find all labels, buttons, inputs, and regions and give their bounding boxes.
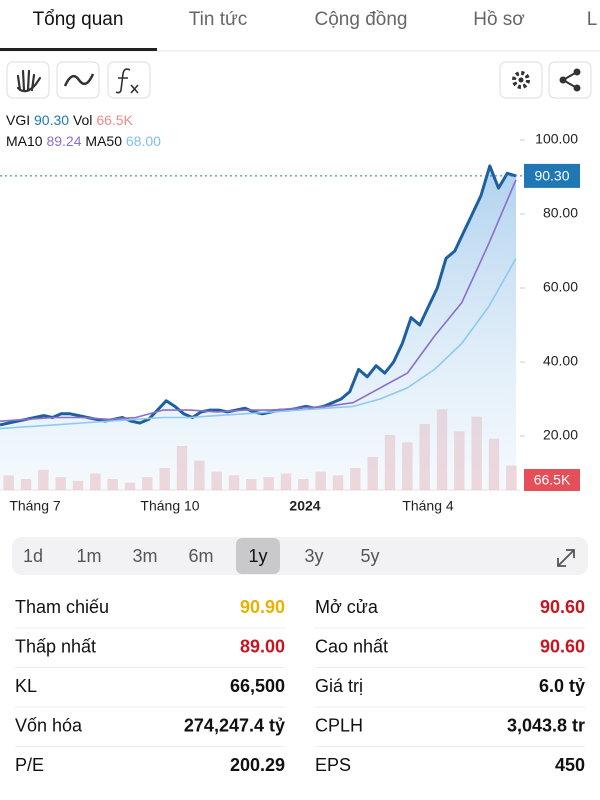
ma-line xyxy=(0,258,517,430)
range-button[interactable]: 1y xyxy=(248,546,267,566)
stat-label: EPS xyxy=(315,755,351,775)
legend-ma50: 68.00 xyxy=(126,133,161,149)
tab-underline xyxy=(0,48,157,51)
range-button[interactable]: 3m xyxy=(132,546,157,566)
range-button[interactable]: 3y xyxy=(304,546,323,566)
y-tick-label: 60.00 xyxy=(543,279,578,295)
tab[interactable]: L xyxy=(587,9,598,30)
stat-label: P/E xyxy=(15,755,44,775)
range-button[interactable]: 6m xyxy=(188,546,213,566)
stat-value: 90.90 xyxy=(240,597,285,617)
share-dot xyxy=(573,84,581,92)
y-tick-label: 100.00 xyxy=(535,131,578,147)
stat-value: 6.0 tỷ xyxy=(539,676,585,696)
symbol: VGI xyxy=(6,112,30,128)
x-tick-label: Tháng 7 xyxy=(9,498,61,514)
price-area xyxy=(0,165,516,490)
x-tick-label: Tháng 4 xyxy=(402,498,454,514)
range-button[interactable]: 5y xyxy=(360,546,379,566)
hand-icon xyxy=(16,69,42,93)
svg-text:MA10 89.24 MA50 68.00: MA10 89.24 MA50 68.00 xyxy=(6,133,161,149)
gear-center xyxy=(518,77,524,83)
stat-value: 90.60 xyxy=(540,636,585,656)
legend-price: 90.30 xyxy=(34,112,69,128)
tab[interactable]: Cộng đồng xyxy=(315,9,408,30)
tab[interactable]: Hồ sơ xyxy=(473,9,525,30)
stat-label: Cao nhất xyxy=(315,636,388,656)
stat-label: KL xyxy=(15,676,37,696)
range-button[interactable]: 1m xyxy=(76,546,101,566)
gear-icon xyxy=(512,71,530,89)
range-bar xyxy=(12,537,588,575)
stat-value: 200.29 xyxy=(230,755,285,775)
share-dot xyxy=(559,76,567,84)
legend-vol: 66.5K xyxy=(96,112,133,128)
ma50-label: MA50 xyxy=(85,133,122,149)
stat-label: Tham chiếu xyxy=(15,597,109,617)
stat-label: Giá trị xyxy=(315,676,363,696)
y-tick-label: 80.00 xyxy=(543,205,578,221)
share-dot xyxy=(573,68,581,76)
stat-value: 3,043.8 tr xyxy=(507,715,585,735)
stat-label: Thấp nhất xyxy=(15,636,96,656)
stat-value: 89.00 xyxy=(240,636,285,656)
toolbar xyxy=(6,61,592,99)
y-tick-label: 20.00 xyxy=(543,427,578,443)
vol-label: Vol xyxy=(73,112,92,128)
svg-text:VGI 90.30 Vol 66.5K: VGI 90.30 Vol 66.5K xyxy=(6,112,134,128)
range-selected xyxy=(236,538,280,574)
volume-box xyxy=(524,469,580,491)
stat-value: 66,500 xyxy=(230,676,285,696)
stat-label: Vốn hóa xyxy=(15,715,83,735)
tool-fx[interactable] xyxy=(107,61,151,99)
ma-line xyxy=(0,179,517,422)
stat-value: 90.60 xyxy=(540,597,585,617)
share-button[interactable] xyxy=(548,61,592,99)
ma10-label: MA10 xyxy=(6,133,43,149)
range-button[interactable]: 1d xyxy=(23,546,43,566)
last-price-label: 90.30 xyxy=(534,168,569,184)
wave-icon xyxy=(63,73,95,87)
stat-label: CPLH xyxy=(315,715,363,735)
tab[interactable]: Tin tức xyxy=(189,9,247,30)
expand-icon[interactable] xyxy=(557,549,575,567)
x-tick-label: Tháng 10 xyxy=(140,498,199,514)
stat-value: 450 xyxy=(555,755,585,775)
volume-label: 66.5K xyxy=(534,472,571,488)
stat-value: 274,247.4 tỷ xyxy=(184,715,285,735)
tab[interactable]: Tổng quan xyxy=(33,9,124,30)
legend-ma10: 89.24 xyxy=(46,133,81,149)
stat-label: Mở cửa xyxy=(315,597,379,617)
y-tick-label: 40.00 xyxy=(543,353,578,369)
last-price-box xyxy=(524,163,580,188)
x-tick-label: 2024 xyxy=(289,498,320,514)
fx-icon xyxy=(115,68,139,94)
legend: VGI 90.30 Vol 66.5K MA10 89.24 MA50 68.0… xyxy=(6,112,161,149)
